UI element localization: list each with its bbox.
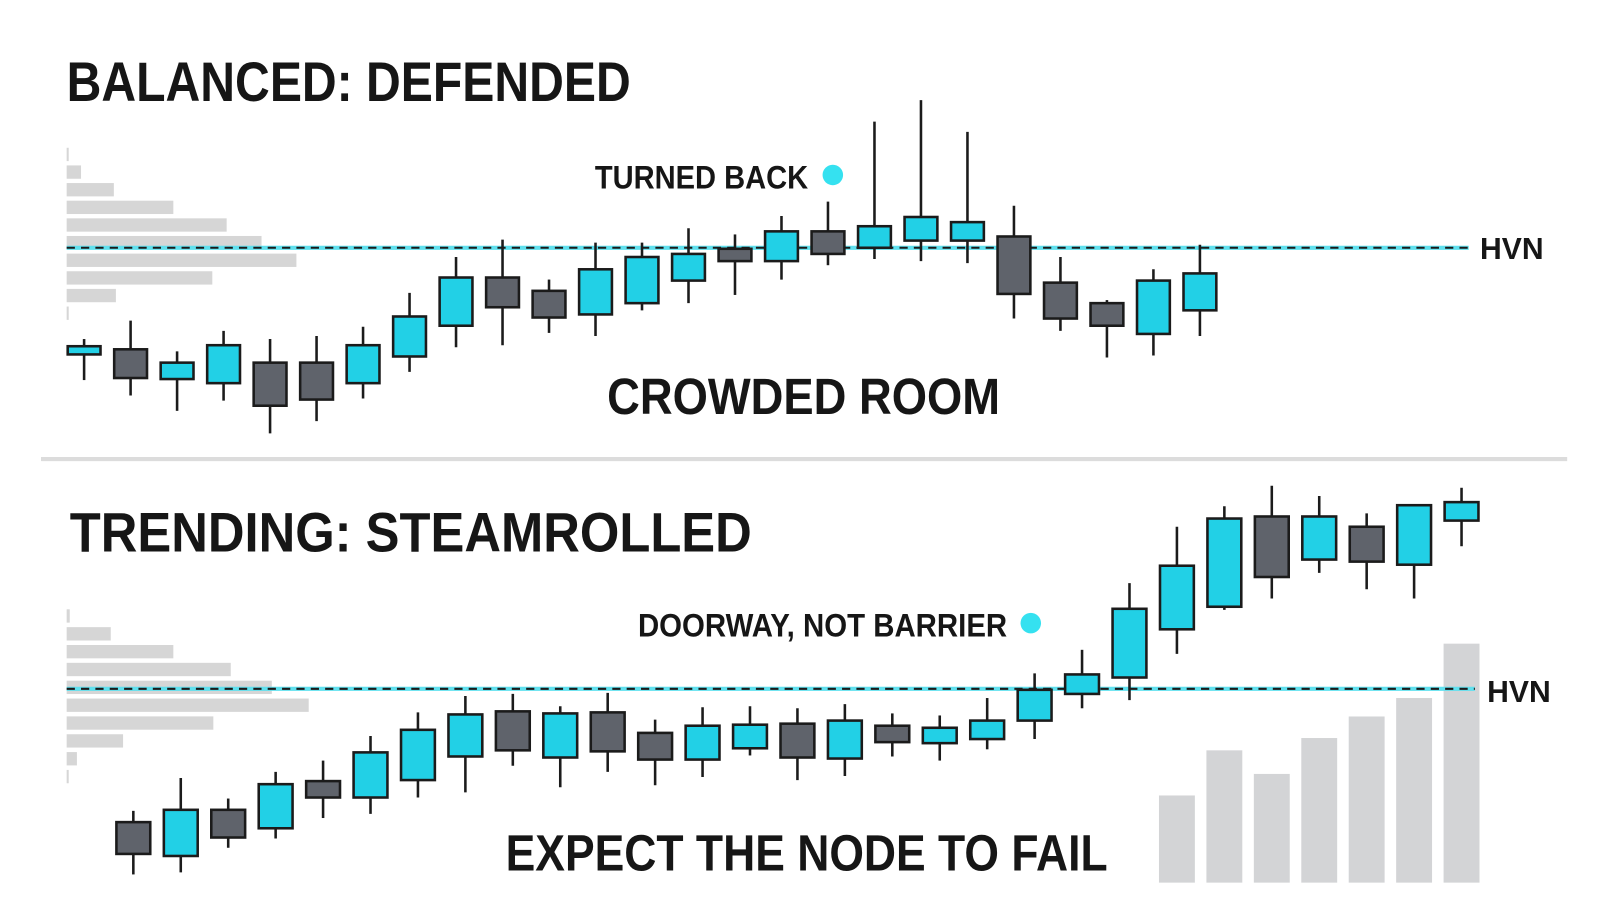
profile-bar: [66, 662, 231, 677]
profile-bar: [66, 752, 77, 766]
profile-bar: [66, 645, 174, 659]
profile-bar: [66, 200, 174, 215]
candle-body: [1206, 517, 1243, 609]
candle-body: [209, 808, 247, 839]
candle-body: [1089, 301, 1125, 327]
candle-body: [810, 230, 846, 256]
candle-body: [531, 289, 567, 319]
annotation: TURNED BACK: [595, 158, 809, 195]
candle-body: [577, 268, 614, 316]
profile-bar: [66, 716, 214, 730]
candle-body: [731, 723, 769, 750]
candle-body: [717, 247, 753, 263]
candle-body: [66, 344, 102, 356]
candle-body: [949, 220, 986, 242]
candle-body: [447, 713, 484, 758]
candle-body: [115, 820, 152, 856]
candle-body: [1016, 688, 1053, 722]
candle-body: [670, 252, 707, 282]
level-label: HVN: [1480, 231, 1544, 266]
candle-body: [996, 235, 1032, 296]
profile-bar: [66, 288, 116, 303]
candle-body: [1135, 279, 1172, 336]
candle-body: [438, 276, 474, 327]
candle-body: [162, 808, 199, 858]
annotation-dot: [822, 164, 844, 186]
volume-bar: [1443, 643, 1480, 883]
profile-bar: [66, 769, 69, 784]
annotation-dot: [1020, 612, 1042, 634]
candle-body: [304, 779, 342, 799]
candle-body: [352, 751, 389, 799]
candle-body: [1301, 515, 1338, 561]
candle-body: [589, 711, 626, 753]
candle-body: [1111, 607, 1148, 679]
candle-body: [779, 722, 816, 759]
volume-bar: [1206, 750, 1243, 883]
candle-body: [684, 724, 721, 761]
level-label: HVN: [1487, 674, 1551, 709]
candle-body: [921, 726, 958, 745]
candle-body: [399, 728, 437, 782]
candle-body: [1395, 503, 1433, 566]
candle-body: [1253, 515, 1290, 579]
profile-bar: [66, 627, 111, 641]
candle-body: [636, 731, 674, 761]
candle-body: [391, 315, 428, 358]
candle-body: [856, 224, 893, 250]
volume-bar: [1158, 795, 1195, 883]
candle-body: [1443, 500, 1480, 522]
candle-body: [874, 724, 911, 744]
candle-body: [1348, 525, 1385, 563]
panel-title: BALANCED: DEFENDED: [67, 51, 631, 113]
candle-body: [484, 276, 521, 309]
candle-body: [494, 710, 532, 752]
profile-bar: [66, 734, 124, 748]
candle-body: [159, 361, 195, 381]
volume-bar: [1253, 773, 1290, 883]
profile-bar: [66, 698, 309, 712]
panel-title: TRENDING: STEAMROLLED: [70, 501, 752, 563]
profile-bar: [66, 147, 69, 162]
profile-bar: [66, 609, 70, 623]
candle-body: [205, 343, 242, 385]
candle-body: [112, 348, 149, 380]
candle-body: [298, 361, 335, 401]
candle-body: [624, 255, 660, 305]
profile-bar: [66, 183, 114, 197]
candle-body: [257, 782, 294, 830]
caption: EXPECT THE NODE TO FAIL: [506, 824, 1108, 881]
caption: CROWDED ROOM: [607, 368, 1000, 425]
candle-body: [345, 343, 381, 385]
candle-body: [968, 719, 1006, 741]
candle-body: [763, 230, 800, 263]
annotation: DOORWAY, NOT BARRIER: [638, 606, 1008, 643]
profile-bar: [66, 306, 69, 320]
candle-body: [252, 361, 288, 407]
candle-body: [1042, 281, 1079, 320]
candle-body: [1182, 272, 1218, 312]
profile-bar: [66, 218, 227, 232]
profile-bar: [66, 165, 82, 179]
candle-body: [826, 719, 864, 760]
volume-bar: [1301, 738, 1338, 883]
volume-bar: [1348, 716, 1385, 883]
candle-body: [542, 712, 579, 759]
candle-body: [1158, 564, 1196, 631]
candle-body: [903, 215, 939, 242]
volume-bar: [1396, 698, 1433, 883]
profile-bar: [66, 253, 297, 267]
profile-bar: [66, 271, 213, 285]
candle-body: [1063, 673, 1101, 696]
